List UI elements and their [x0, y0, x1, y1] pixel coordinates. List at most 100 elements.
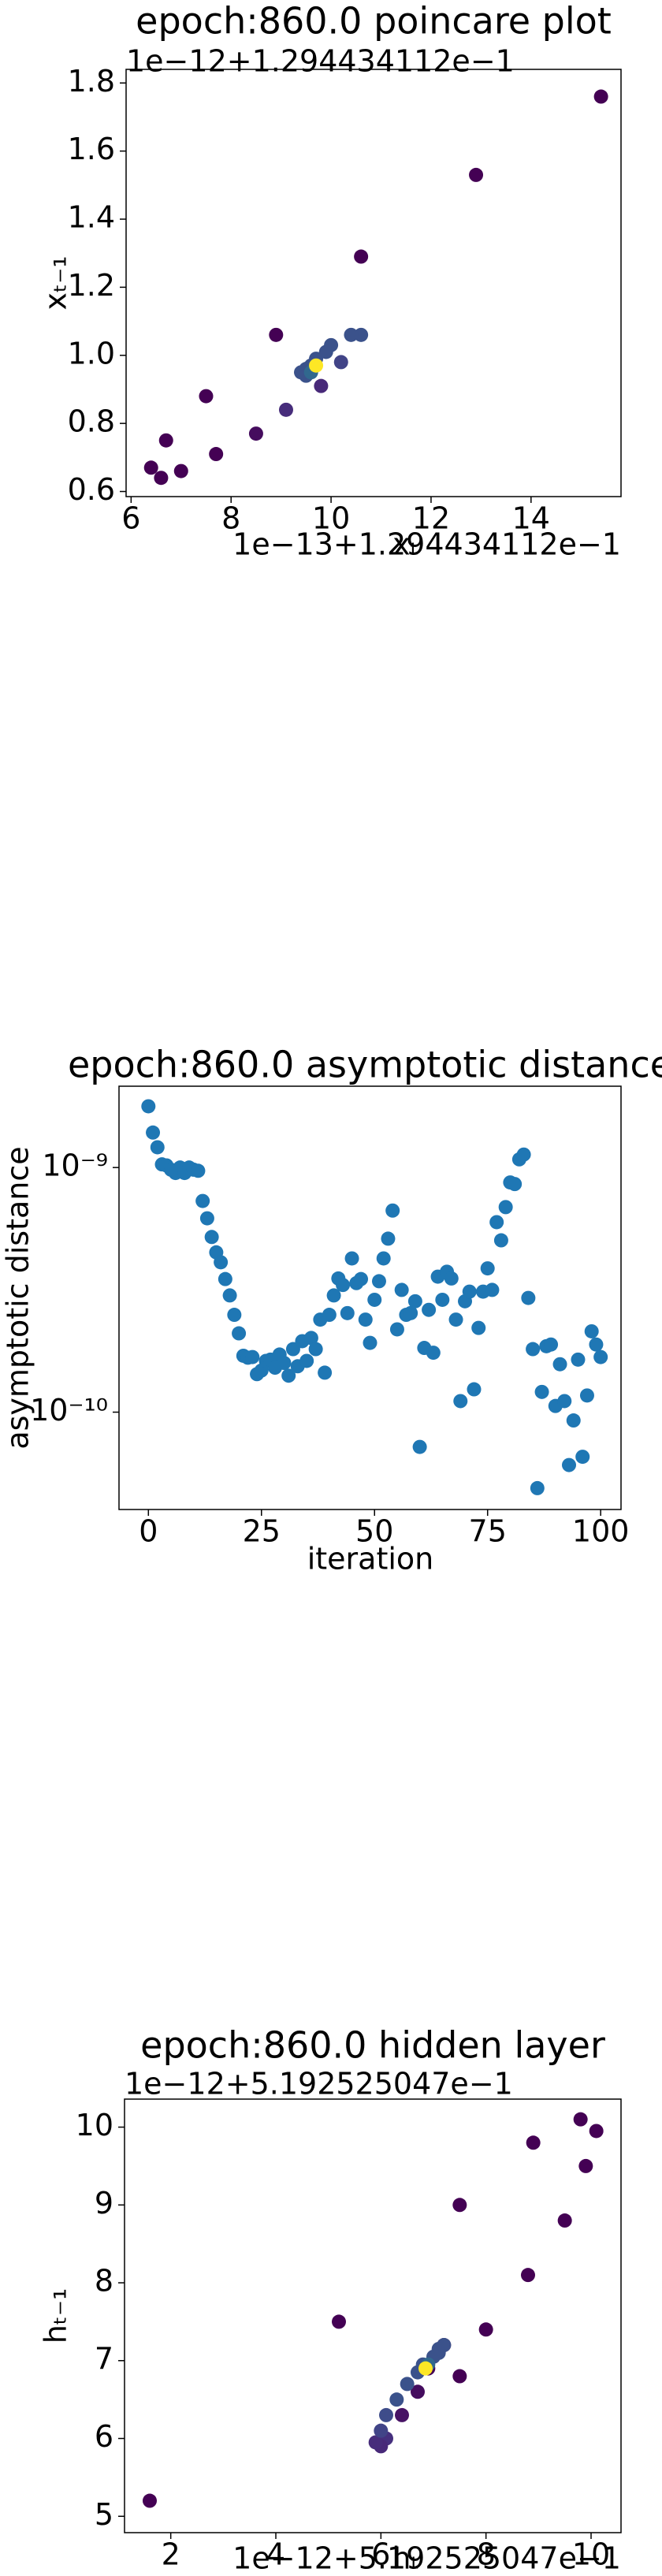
point — [222, 1288, 237, 1303]
x-tick-label: 6 — [121, 501, 140, 536]
y-tick-label: 7 — [95, 2341, 113, 2376]
x-tick-label: 10 — [572, 2537, 610, 2572]
y-tick-label: 0.8 — [68, 404, 115, 439]
point — [344, 1251, 359, 1266]
point — [214, 1255, 229, 1270]
point — [478, 2322, 493, 2337]
point — [322, 1308, 337, 1323]
y-offset: 1e−12+1.294434112e−1 — [126, 44, 515, 79]
point — [154, 471, 169, 486]
point — [318, 1365, 333, 1380]
point — [354, 327, 369, 342]
point — [281, 1368, 296, 1383]
point — [426, 1346, 441, 1361]
point — [326, 1288, 341, 1303]
point — [431, 2345, 446, 2360]
plot-frame — [118, 1085, 622, 1510]
point — [453, 1394, 468, 1409]
point — [444, 1271, 459, 1286]
plot-frame — [125, 69, 622, 497]
x-tick-label: 4 — [266, 2537, 285, 2572]
point — [557, 2213, 572, 2228]
x-tick-label: 12 — [412, 501, 450, 536]
point — [394, 1282, 409, 1297]
plot-frame — [124, 2098, 622, 2533]
point — [232, 1326, 247, 1341]
y-tick-label: 1.8 — [68, 64, 115, 99]
point — [340, 1305, 355, 1320]
point — [385, 1203, 400, 1218]
point — [526, 1342, 541, 1357]
point — [371, 1274, 386, 1289]
x-axis-label: hₜ — [392, 2541, 419, 2576]
y-tick-label: 9 — [95, 2186, 113, 2220]
point — [363, 1335, 377, 1350]
point — [422, 1302, 437, 1317]
point — [389, 1322, 404, 1337]
chart-title: epoch:860.0 asymptotic distance — [68, 1044, 662, 1086]
point — [534, 1384, 549, 1399]
x-tick-label: 25 — [243, 1514, 281, 1549]
point — [452, 2198, 467, 2213]
point — [299, 1353, 314, 1368]
point — [195, 1193, 210, 1208]
point — [368, 2435, 383, 2450]
point — [158, 433, 173, 448]
point — [521, 2268, 535, 2283]
point — [593, 89, 608, 104]
point — [452, 2369, 467, 2384]
point — [575, 1450, 590, 1465]
y-tick-label: 1.2 — [68, 268, 115, 303]
point — [552, 1357, 567, 1372]
y-tick-label: 8 — [95, 2264, 113, 2299]
point — [374, 2423, 389, 2438]
point — [584, 1323, 599, 1338]
y-tick-label: 1.0 — [68, 336, 115, 370]
point — [521, 1290, 536, 1305]
point — [367, 1292, 382, 1307]
point — [146, 1125, 161, 1140]
point — [418, 2361, 433, 2376]
point — [141, 1099, 156, 1114]
point — [209, 447, 224, 462]
x-tick-label: 8 — [221, 501, 240, 536]
point — [376, 1251, 391, 1266]
y-tick-label: 10⁻⁹ — [42, 1148, 108, 1183]
point — [143, 460, 158, 475]
point — [173, 463, 188, 478]
point — [314, 378, 329, 393]
point — [411, 2384, 425, 2399]
point — [530, 1480, 545, 1495]
point — [245, 1349, 260, 1364]
x-tick-label: 6 — [371, 2537, 390, 2572]
y-axis-label: asymptotic distance — [1, 1146, 35, 1449]
point — [526, 2135, 541, 2150]
point — [412, 1439, 427, 1454]
point — [395, 2407, 409, 2422]
y-tick-label: 10⁻¹⁰ — [30, 1393, 108, 1428]
point — [462, 1284, 477, 1299]
chart-title: epoch:860.0 hidden layer — [140, 2024, 605, 2067]
point — [467, 1382, 482, 1397]
x-tick-label: 0 — [139, 1514, 158, 1549]
point — [404, 1305, 418, 1320]
point — [489, 1215, 504, 1230]
point — [589, 2124, 604, 2139]
x-tick-label: 2 — [162, 2537, 180, 2572]
point — [336, 1278, 351, 1293]
point — [516, 1147, 531, 1162]
y-tick-label: 0.6 — [68, 472, 115, 507]
point — [593, 1349, 608, 1364]
point — [498, 1200, 513, 1215]
point — [573, 2112, 588, 2127]
point — [544, 1337, 559, 1352]
point — [308, 1342, 323, 1357]
y-tick-label: 1.4 — [68, 200, 115, 235]
point — [278, 402, 293, 417]
point — [204, 1230, 219, 1245]
x-tick-label: 8 — [477, 2537, 496, 2572]
point — [435, 1292, 450, 1307]
point — [354, 1271, 369, 1286]
y-axis-label: hₜ₋₁ — [39, 2288, 73, 2344]
